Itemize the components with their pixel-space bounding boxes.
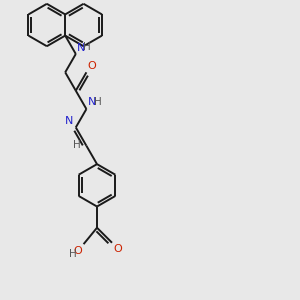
Text: H: H [74, 140, 81, 150]
Text: O: O [113, 244, 122, 254]
Text: H: H [94, 97, 101, 107]
Text: H: H [83, 42, 91, 52]
Text: O: O [88, 61, 97, 71]
Text: O: O [74, 246, 82, 256]
Text: N: N [65, 116, 74, 126]
Text: N: N [77, 43, 86, 52]
Text: N: N [88, 97, 96, 107]
Text: H: H [69, 249, 77, 260]
